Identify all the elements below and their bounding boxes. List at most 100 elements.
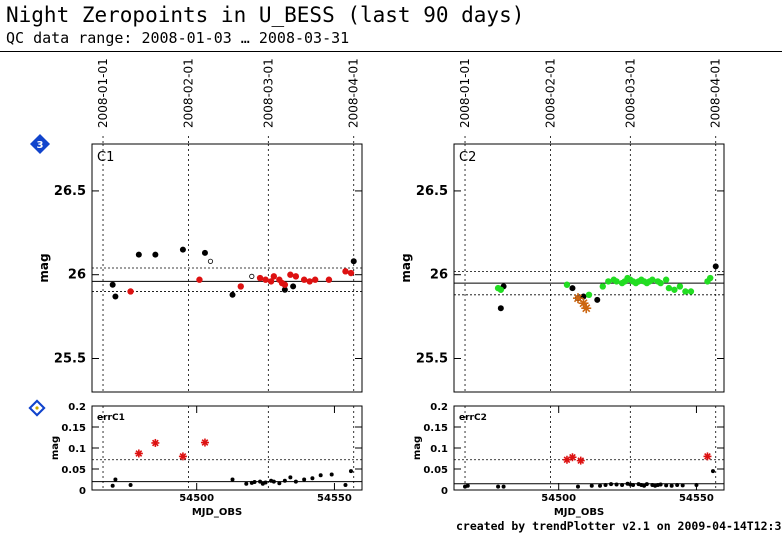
- data-point-green: [707, 274, 714, 282]
- data-point-black: [113, 477, 118, 482]
- date-tick-label: 2008-04-01: [709, 58, 723, 128]
- data-point-black: [594, 296, 601, 303]
- data-point-black: [310, 476, 315, 481]
- y-tick-label: 26.5: [54, 184, 86, 199]
- y-tick-label: 26: [430, 268, 448, 283]
- data-point-black: [263, 480, 268, 485]
- data-point-black: [252, 480, 257, 485]
- data-point-red: [281, 281, 289, 288]
- data-point-black: [603, 482, 608, 487]
- data-point-red: [267, 278, 275, 285]
- data-point-black: [501, 484, 506, 489]
- data-point-black: [620, 482, 625, 487]
- data-point-black: [496, 484, 501, 489]
- y-tick-label: 0.1: [430, 444, 448, 455]
- data-point-green: [676, 283, 684, 290]
- data-point-green: [665, 284, 673, 292]
- data-point-green: [671, 286, 678, 293]
- data-point-green: [649, 276, 656, 283]
- panel-errc2-frame: [453, 405, 725, 491]
- data-point-green: [599, 283, 606, 290]
- y-axis-label: mag: [412, 436, 423, 460]
- data-point-star: [703, 452, 712, 461]
- data-point-black: [343, 482, 348, 487]
- data-point-black: [465, 483, 470, 488]
- header-divider: [0, 51, 782, 52]
- y-tick-label: 0.15: [423, 423, 448, 434]
- data-point-green: [497, 286, 505, 293]
- y-tick-label: 0.05: [61, 465, 86, 476]
- data-point-black: [631, 482, 636, 487]
- x-tick-label: 54500: [541, 493, 576, 504]
- data-point-black: [669, 483, 674, 488]
- footer-credit: created by trendPlotter v2.1 on 2009-04-…: [456, 519, 782, 533]
- y-tick-label: 0: [441, 486, 448, 497]
- data-point-black: [350, 258, 357, 265]
- data-point-green: [687, 288, 695, 295]
- data-point-star: [576, 456, 585, 465]
- date-tick-label: 2008-01-01: [458, 58, 472, 128]
- data-point-green: [605, 278, 612, 285]
- data-point-black: [112, 293, 119, 300]
- data-point-black: [179, 246, 186, 253]
- data-point-red: [196, 276, 203, 283]
- date-tick-label: 2008-01-01: [96, 58, 110, 128]
- data-point-star: [568, 453, 577, 462]
- chip-label: errC2: [459, 413, 487, 423]
- data-point-star: [200, 438, 209, 447]
- data-point-black: [277, 481, 282, 486]
- y-tick-label: 25.5: [54, 351, 86, 366]
- data-point-black: [258, 479, 263, 484]
- y-tick-label: 0: [79, 486, 86, 497]
- data-point-black: [598, 483, 603, 488]
- data-point-black: [282, 478, 287, 483]
- badge-number: 3: [37, 140, 44, 151]
- data-point-red: [311, 276, 319, 283]
- data-point-red: [325, 276, 333, 283]
- data-point-black: [569, 285, 576, 292]
- data-point-red: [306, 278, 313, 285]
- chip-label: C2: [459, 150, 476, 165]
- date-tick-label: 2008-02-01: [181, 58, 195, 128]
- data-point-black: [644, 482, 649, 487]
- x-axis-label: MJD_OBS: [554, 507, 604, 518]
- chip-label: errC1: [97, 413, 125, 423]
- data-point-star: [134, 449, 143, 458]
- data-point-black: [229, 291, 236, 298]
- data-point-black: [230, 477, 235, 482]
- date-tick-label: 2008-03-01: [623, 58, 637, 128]
- badge-dot: [35, 406, 39, 410]
- page-subtitle: QC data range: 2008-01-03 … 2008-03-31: [6, 29, 350, 47]
- data-point-green: [585, 291, 593, 299]
- data-point-green: [682, 288, 689, 295]
- data-point-star: [581, 303, 592, 314]
- y-axis-label: mag: [399, 253, 413, 282]
- data-point-red: [342, 268, 349, 275]
- data-point-star: [151, 438, 160, 447]
- y-tick-label: 0.2: [430, 402, 448, 413]
- y-tick-label: 0.2: [68, 402, 86, 413]
- data-point-red: [292, 273, 300, 280]
- panel-errc1-frame: [91, 405, 363, 491]
- x-tick-label: 54500: [179, 493, 214, 504]
- data-point-red: [127, 288, 134, 295]
- data-point-black: [288, 475, 293, 480]
- data-point-star: [178, 452, 187, 461]
- data-point-black: [201, 249, 208, 256]
- data-point-black: [135, 251, 142, 258]
- data-point-black: [318, 473, 323, 478]
- data-point-black: [664, 483, 669, 488]
- data-point-black: [614, 482, 619, 487]
- y-tick-label: 0.1: [68, 444, 86, 455]
- y-tick-label: 26.5: [416, 184, 448, 199]
- date-tick-label: 2008-03-01: [261, 58, 275, 128]
- data-point-black: [675, 482, 680, 487]
- date-tick-label: 2008-02-01: [543, 58, 557, 128]
- panel-c2-frame: [453, 143, 725, 393]
- data-point-black: [128, 482, 133, 487]
- data-point-black: [694, 482, 699, 487]
- data-point-black: [110, 483, 115, 488]
- data-point-black: [152, 251, 159, 258]
- data-point-black: [293, 479, 298, 484]
